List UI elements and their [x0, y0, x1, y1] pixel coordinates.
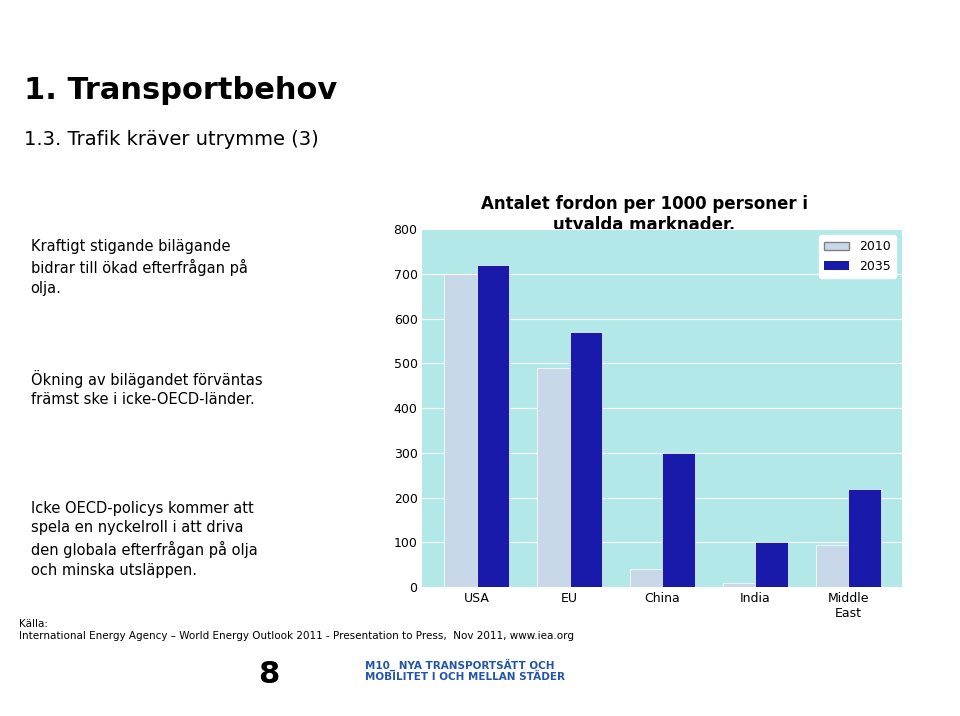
- Bar: [444, 274, 477, 587]
- Bar: [569, 332, 602, 587]
- Bar: [537, 368, 569, 587]
- Bar: [848, 488, 880, 587]
- Bar: [756, 543, 788, 587]
- Text: Antalet fordon per 1000 personer i
utvalda marknader.: Antalet fordon per 1000 personer i utval…: [481, 195, 808, 233]
- Text: 1. Transportbehov: 1. Transportbehov: [24, 76, 337, 105]
- Text: Källa:
International Energy Agency – World Energy Outlook 2011 - Presentation to: Källa: International Energy Agency – Wor…: [19, 619, 574, 641]
- Text: 8: 8: [258, 660, 279, 690]
- Text: 1.3. Trafik kräver utrymme (3): 1.3. Trafik kräver utrymme (3): [24, 130, 319, 149]
- Text: Ökning av bilägandet förväntas
främst ske i icke-OECD-länder.: Ökning av bilägandet förväntas främst sk…: [31, 369, 262, 407]
- Bar: [630, 569, 662, 587]
- Text: M10_ NYA TRANSPORTSÄTT OCH
MOBILITET I OCH MELLAN STÄDER: M10_ NYA TRANSPORTSÄTT OCH MOBILITET I O…: [365, 658, 564, 682]
- Bar: [816, 545, 848, 587]
- Text: Icke OECD-policys kommer att
spela en nyckelroll i att driva
den globala efterfr: Icke OECD-policys kommer att spela en ny…: [31, 500, 257, 578]
- Bar: [723, 583, 756, 587]
- Legend: 2010, 2035: 2010, 2035: [820, 236, 896, 278]
- Bar: [477, 265, 509, 587]
- Text: Kraftigt stigande bilägande
bidrar till ökad efterfrågan på
olja.: Kraftigt stigande bilägande bidrar till …: [31, 238, 248, 296]
- Bar: [662, 453, 695, 587]
